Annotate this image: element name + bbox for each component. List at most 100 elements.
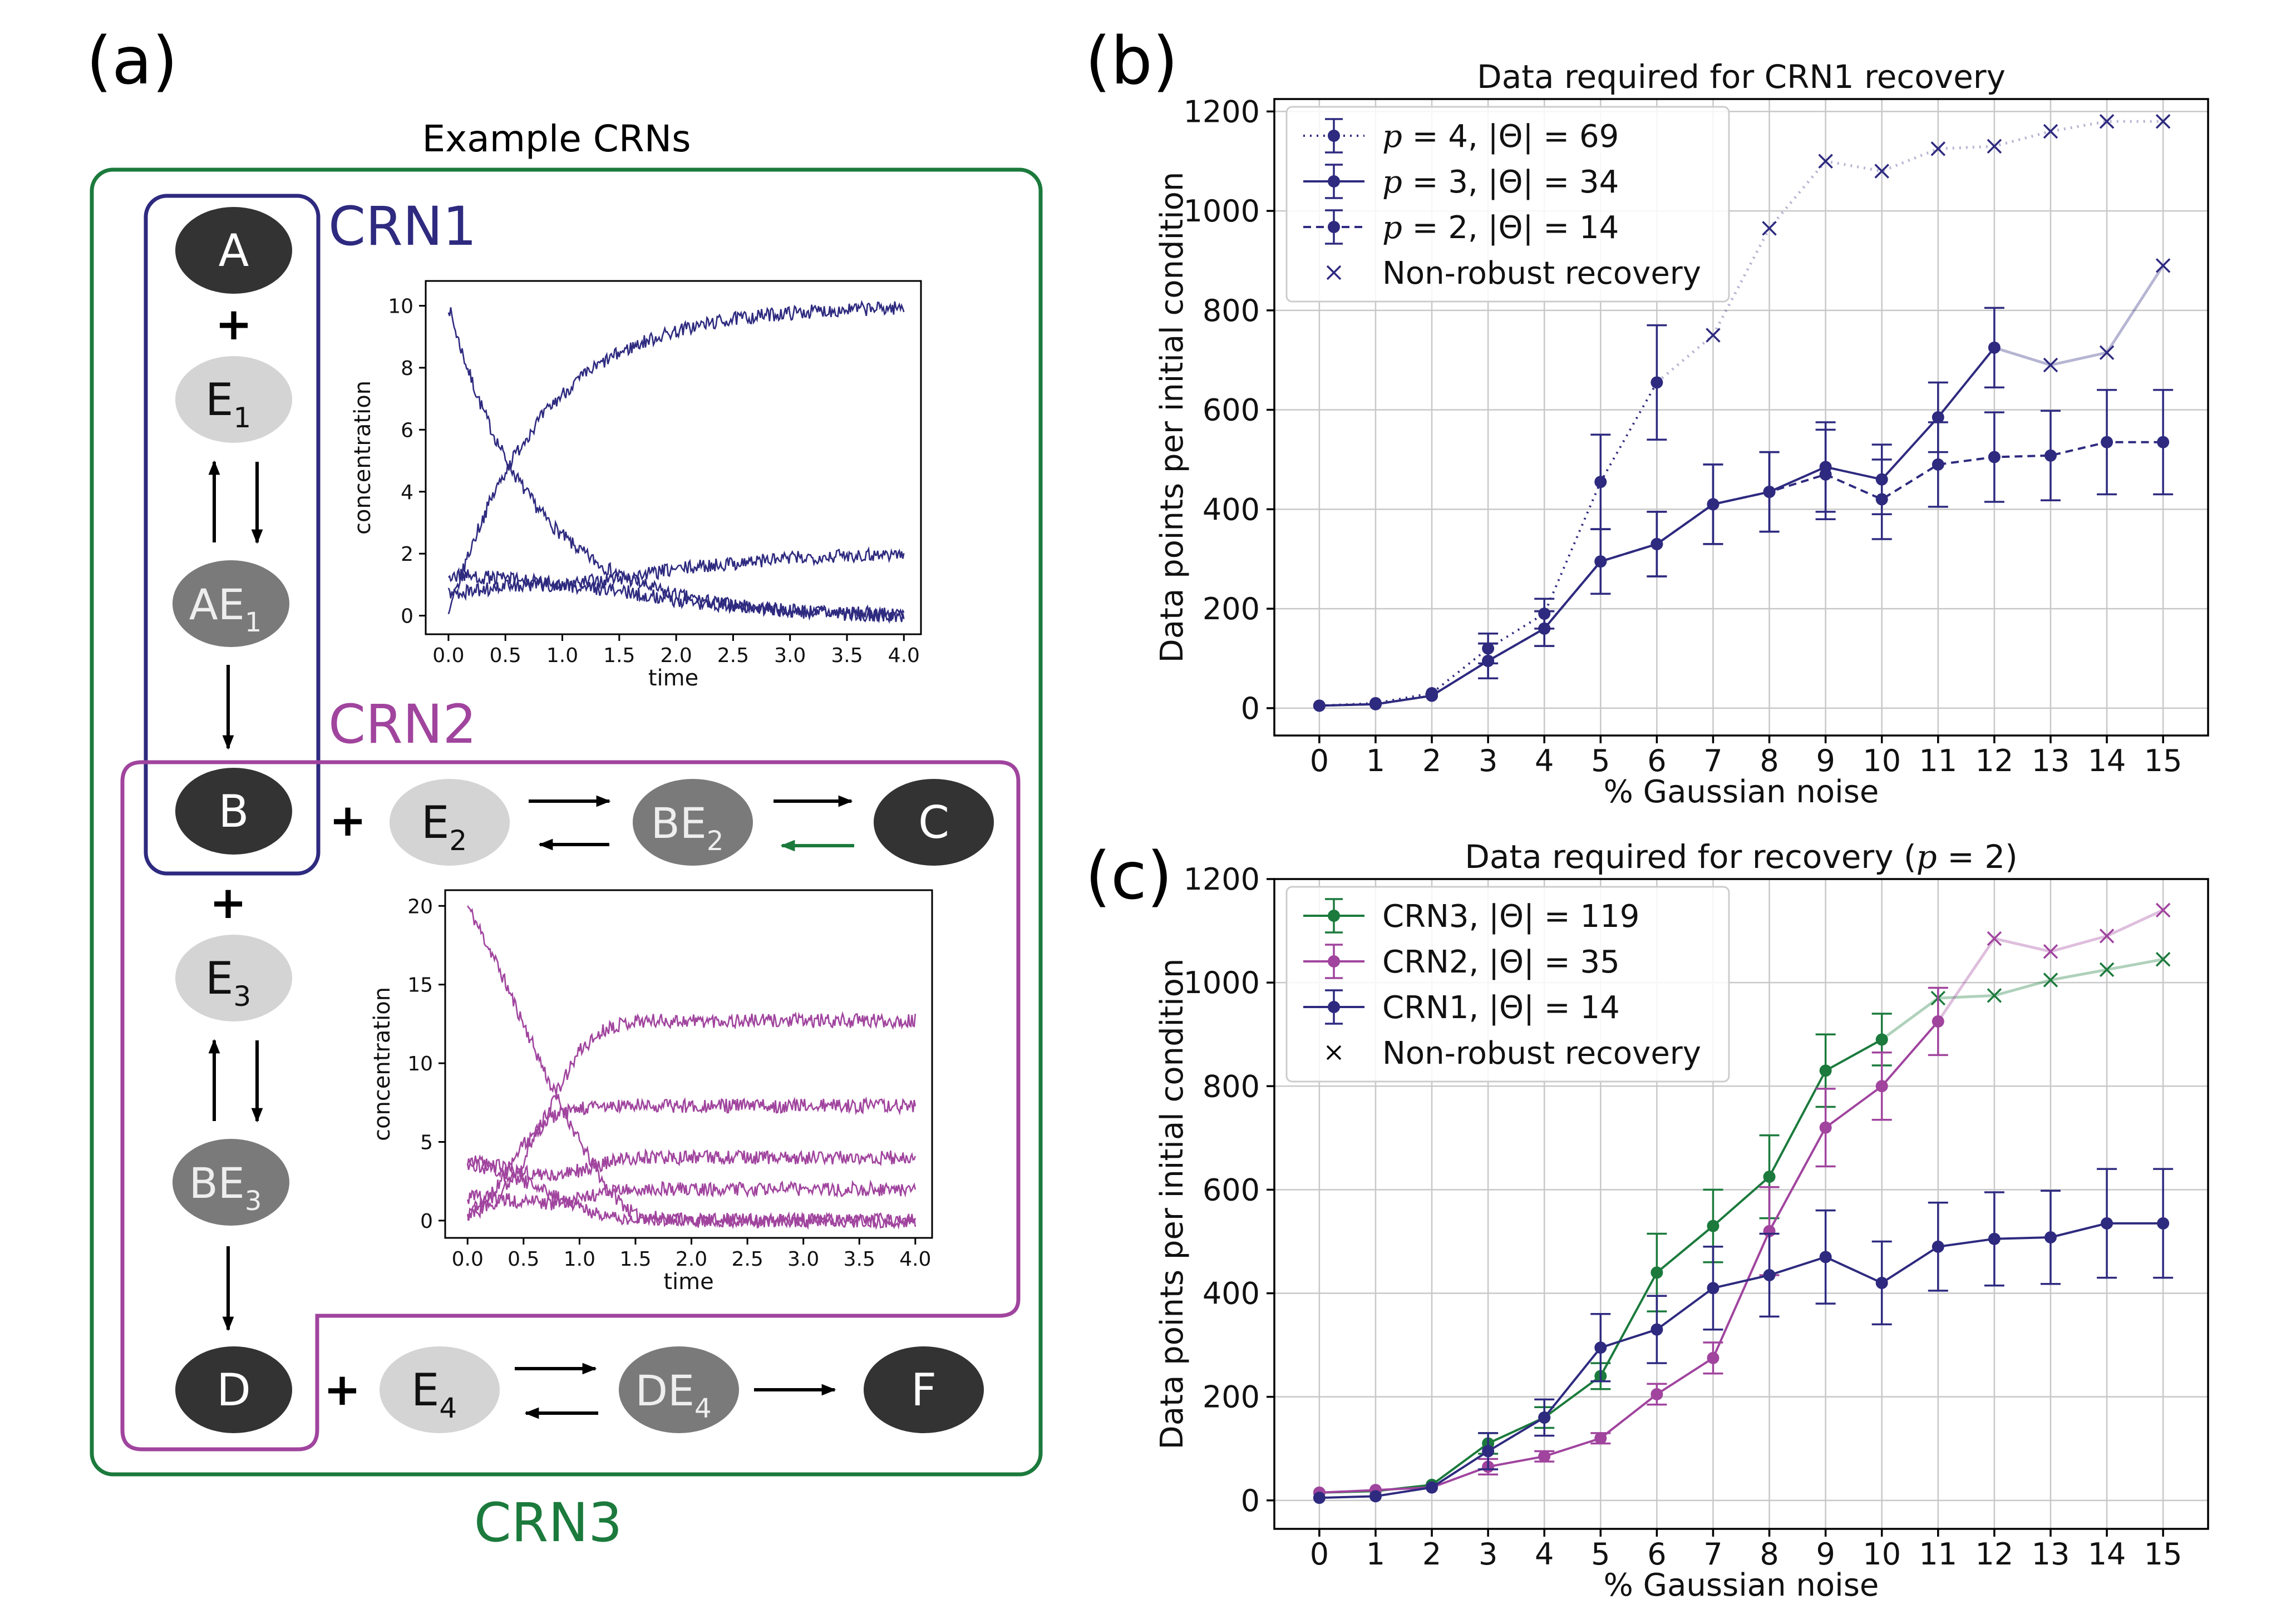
nonrobust-marker: [2099, 113, 2115, 129]
legend-label: Non-robust recovery: [1382, 1035, 1701, 1072]
data-point: [1988, 341, 2001, 354]
y-axis-label: Data points per initial condition: [1154, 959, 1190, 1450]
node-E2-label: E: [421, 797, 450, 848]
legend-point: [1328, 910, 1340, 922]
data-point: [1932, 458, 1944, 471]
x-tick-label: 6: [1647, 743, 1666, 778]
series-line-nonrobust-p = 4, |Θ| = 69: [1656, 120, 2164, 384]
inset-series-AE1: [447, 577, 905, 624]
y-tick-label: 600: [1203, 393, 1260, 428]
inset-ytick-label: 6: [401, 419, 413, 442]
data-point: [1932, 1015, 1944, 1028]
x-tick-label: 6: [1647, 1537, 1666, 1572]
nonrobust-marker: [2155, 952, 2171, 967]
inset-series-BE2: [466, 1179, 917, 1211]
x-tick-label: 1: [1366, 743, 1385, 778]
nonrobust-marker: [2043, 973, 2058, 988]
series-line-nonrobust-CRN3, |Θ| = 119: [1881, 957, 2164, 1041]
data-point: [1988, 451, 2001, 463]
node-B: B: [175, 768, 292, 855]
data-point: [2101, 436, 2113, 448]
inset-ytick-label: 10: [407, 1053, 433, 1075]
data-point: [1707, 1351, 1720, 1364]
data-point: [2157, 1217, 2170, 1230]
x-tick-label: 4: [1535, 743, 1554, 778]
data-point: [1651, 537, 1663, 550]
x-tick-label: 13: [2032, 1537, 2070, 1572]
inset-xtick-label: 4.0: [888, 644, 920, 667]
nonrobust-marker: [1987, 139, 2002, 154]
node-E2: E2: [390, 779, 510, 866]
x-tick-label: 2: [1422, 743, 1441, 778]
inset-series-B: [447, 299, 905, 615]
panel-label-a: (a): [86, 22, 178, 99]
inset-xlabel: time: [663, 1269, 713, 1295]
x-tick-label: 2: [1422, 1537, 1441, 1572]
x-tick-label: 12: [1975, 1537, 2014, 1572]
inset-ytick-label: 4: [401, 481, 413, 504]
inset-series-E2: [466, 1148, 917, 1182]
x-axis-label: % Gaussian noise: [1604, 1567, 1879, 1603]
data-point: [1651, 1323, 1663, 1336]
nonrobust-marker: [2155, 258, 2171, 273]
legend-x-marker: [1326, 1045, 1342, 1060]
svg-text:DE4: DE4: [635, 1366, 711, 1424]
chart-title: Data required for CRN1 recovery: [1477, 58, 2006, 96]
x-tick-label: 15: [2144, 743, 2182, 778]
inset-series-B: [467, 1096, 917, 1221]
y-tick-label: 800: [1203, 1069, 1260, 1104]
inset-ytick-label: 0: [401, 605, 413, 628]
svg-text:E2: E2: [421, 797, 467, 857]
inset-xtick-label: 1.5: [603, 644, 635, 667]
plus-4: +: [323, 1364, 361, 1415]
inset-xtick-label: 0.5: [490, 644, 521, 667]
x-tick-label: 11: [1919, 1537, 1957, 1572]
inset-ytick-label: 0: [420, 1210, 433, 1233]
legend-point: [1328, 175, 1340, 187]
legend-label: p = 4, |Θ| = 69: [1382, 119, 1619, 155]
inset-ytick-label: 20: [407, 895, 433, 918]
data-point: [1707, 1282, 1720, 1295]
data-point: [1594, 476, 1607, 488]
node-E3-label: E: [205, 952, 234, 1004]
x-tick-label: 14: [2088, 1537, 2126, 1572]
node-DE4: DE4: [619, 1346, 739, 1433]
x-tick-label: 5: [1591, 743, 1610, 778]
chart-title: Data required for recovery (p = 2): [1465, 838, 2018, 876]
y-tick-label: 200: [1203, 1380, 1260, 1415]
data-point: [1932, 411, 1944, 423]
x-tick-label: 7: [1703, 1537, 1722, 1572]
inset-ytick-label: 8: [401, 357, 413, 380]
nonrobust-marker: [1930, 141, 1946, 156]
data-point: [1426, 1481, 1438, 1494]
data-point: [1763, 1171, 1776, 1183]
legend-math-rest: = 4, |Θ| = 69: [1402, 119, 1619, 155]
x-tick-label: 9: [1816, 1537, 1835, 1572]
legend-box: [1285, 886, 1730, 1083]
legend-label: CRN1, |Θ| = 14: [1382, 990, 1620, 1026]
data-point: [1482, 654, 1495, 667]
crn3-label: CRN3: [474, 1492, 623, 1554]
legend-point: [1328, 1001, 1340, 1013]
inset-series-C: [466, 1011, 917, 1221]
node-D: D: [175, 1346, 292, 1433]
x-tick-label: 14: [2088, 743, 2126, 778]
y-tick-label: 1200: [1184, 94, 1260, 129]
x-tick-label: 3: [1479, 1537, 1497, 1572]
nonrobust-marker: [1987, 931, 2002, 946]
svg-text:AE1: AE1: [189, 580, 262, 638]
inset-xtick-label: 0.0: [432, 644, 464, 667]
data-point: [1651, 376, 1663, 389]
nonrobust-marker: [1818, 154, 1833, 169]
inset-xtick-label: 3.5: [831, 644, 863, 667]
data-point: [1426, 689, 1438, 702]
data-point: [1988, 1232, 2001, 1245]
data-point: [1875, 1276, 1888, 1289]
inset-ylabel: concentration: [369, 987, 395, 1141]
node-BE3: BE3: [173, 1139, 289, 1226]
panel-a-title: Example CRNs: [422, 117, 691, 160]
inset-frame: [444, 889, 933, 1239]
node-E3-sub: 3: [233, 980, 251, 1013]
node-BE2-sub: 2: [707, 826, 724, 857]
data-point: [1538, 1411, 1551, 1424]
